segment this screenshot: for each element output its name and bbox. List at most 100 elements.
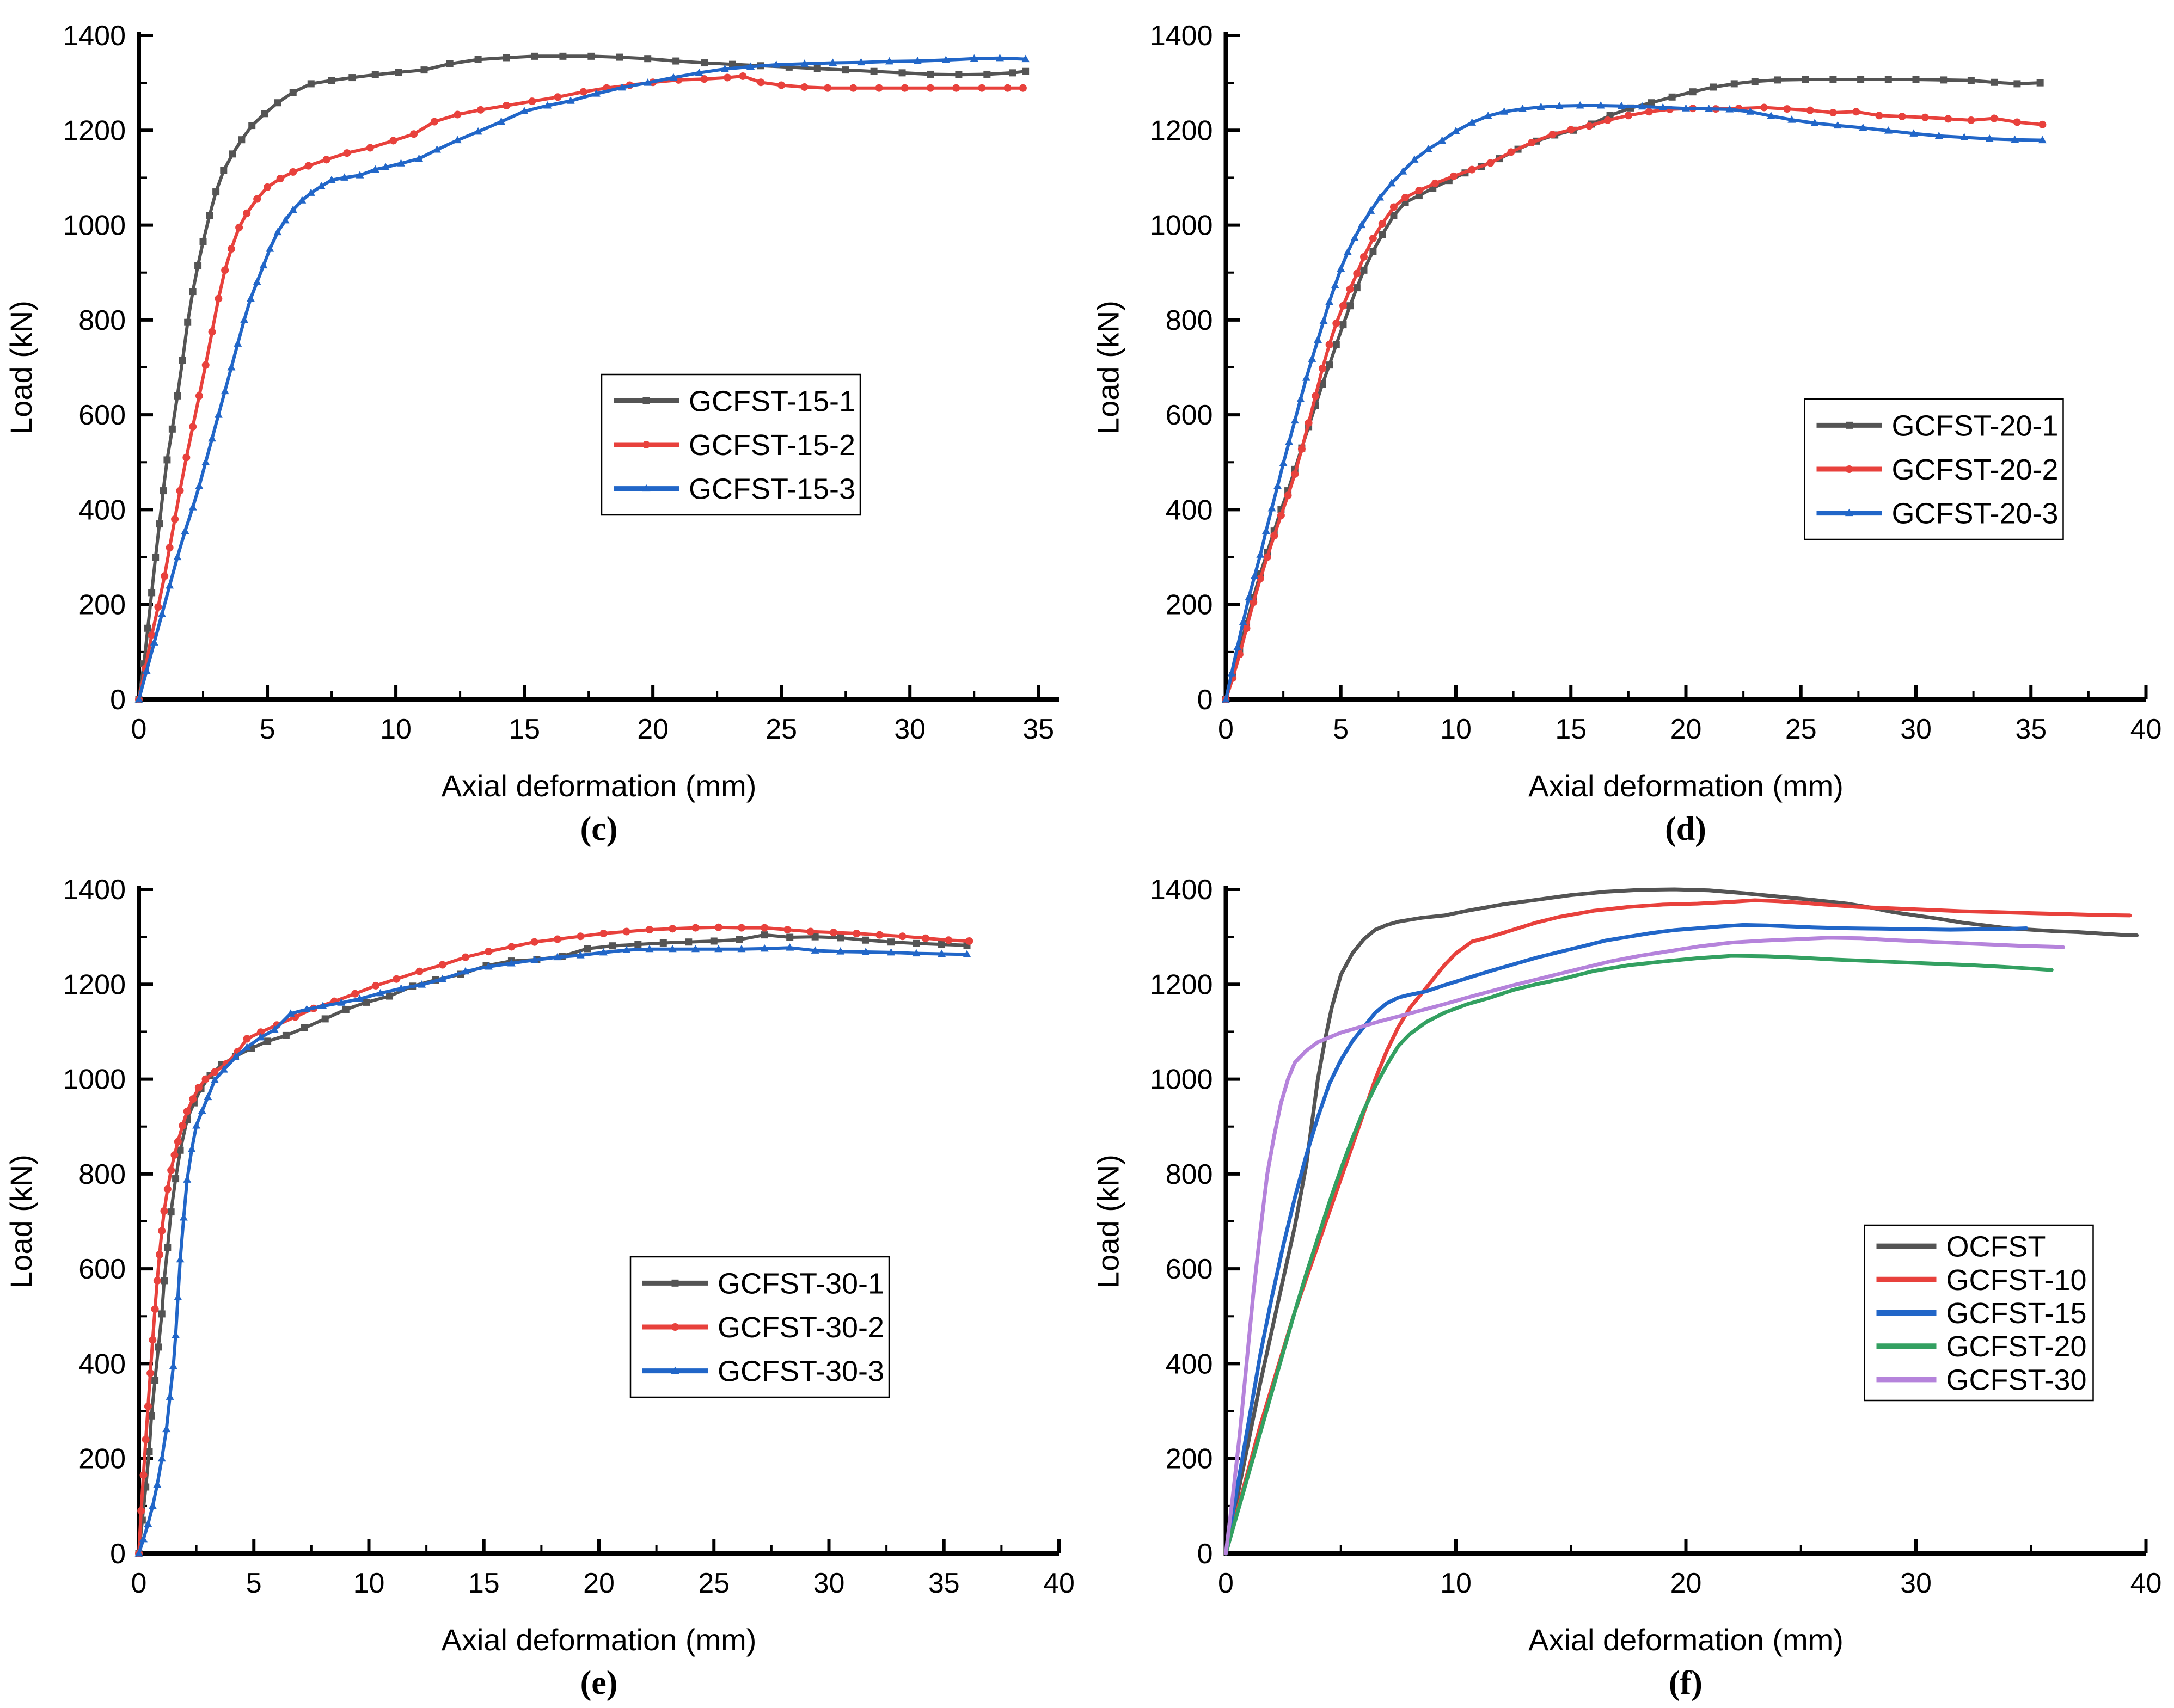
svg-text:400: 400	[1166, 494, 1213, 526]
svg-text:0: 0	[1218, 1568, 1234, 1599]
svg-text:600: 600	[78, 1254, 126, 1285]
panel-caption-d: (d)	[1665, 810, 1706, 847]
svg-text:20: 20	[1670, 714, 1702, 745]
svg-text:1200: 1200	[63, 115, 126, 146]
svg-text:800: 800	[1166, 1159, 1213, 1190]
svg-text:400: 400	[1166, 1348, 1213, 1380]
svg-text:400: 400	[78, 494, 126, 526]
svg-text:800: 800	[78, 1159, 126, 1190]
svg-text:40: 40	[2130, 714, 2162, 745]
svg-text:40: 40	[2130, 1568, 2162, 1599]
svg-text:GCFST-20-1: GCFST-20-1	[1892, 409, 2059, 442]
svg-text:1000: 1000	[63, 210, 126, 242]
svg-text:1000: 1000	[63, 1064, 126, 1096]
panel-e: 0 5 10 15 20 25 30 35 40 0 200 400 600 800 1000 1200 140…	[0, 854, 1087, 1708]
svg-text:5: 5	[246, 1568, 262, 1599]
series-GCFST-30	[1224, 936, 2065, 1556]
svg-text:1200: 1200	[1150, 969, 1213, 1000]
svg-text:5: 5	[1333, 714, 1349, 745]
svg-text:20: 20	[583, 1568, 615, 1599]
svg-text:800: 800	[1166, 305, 1213, 336]
legend: GCFST-30-1 GCFST-30-2 GCFST-30-3	[629, 1256, 890, 1398]
svg-text:GCFST-30-3: GCFST-30-3	[718, 1355, 884, 1388]
svg-text:600: 600	[1166, 1254, 1213, 1285]
svg-text:30: 30	[813, 1568, 845, 1599]
svg-text:GCFST-15-2: GCFST-15-2	[689, 429, 855, 462]
svg-text:1000: 1000	[1150, 1064, 1213, 1096]
svg-text:1400: 1400	[63, 20, 126, 52]
svg-text:Axial deformation (mm): Axial deformation (mm)	[1528, 769, 1844, 803]
svg-text:1400: 1400	[1150, 874, 1213, 906]
svg-text:GCFST-20: GCFST-20	[1946, 1330, 2087, 1363]
svg-text:30: 30	[1900, 1568, 1932, 1599]
panel-c: 0 5 10 15 20 25 30 35 0 200 400 600 800 1000 1200 1400 A…	[0, 0, 1087, 854]
svg-text:15: 15	[468, 1568, 500, 1599]
svg-text:0: 0	[131, 714, 147, 745]
svg-text:Load (kN): Load (kN)	[1091, 1154, 1125, 1288]
svg-text:200: 200	[78, 1443, 126, 1475]
panel-f: 0 10 20 30 40 0 200 400 600 800 1000 1200 1400 Axial …	[1087, 854, 2174, 1708]
svg-text:800: 800	[78, 305, 126, 336]
svg-text:600: 600	[1166, 400, 1213, 431]
svg-text:0: 0	[1197, 684, 1213, 716]
svg-text:GCFST-30-1: GCFST-30-1	[718, 1267, 884, 1300]
panel-caption-c: (c)	[580, 810, 618, 847]
svg-text:0: 0	[110, 684, 126, 716]
svg-text:GCFST-10: GCFST-10	[1946, 1264, 2087, 1297]
panel-caption-e: (e)	[580, 1664, 618, 1701]
legend: GCFST-20-1 GCFST-20-2 GCFST-20-3	[1804, 398, 2064, 540]
svg-text:GCFST-15: GCFST-15	[1946, 1297, 2087, 1330]
svg-text:15: 15	[1555, 714, 1587, 745]
svg-text:10: 10	[380, 714, 412, 745]
svg-text:Load (kN): Load (kN)	[4, 300, 38, 434]
svg-text:1400: 1400	[63, 874, 126, 906]
svg-text:35: 35	[2015, 714, 2047, 745]
svg-text:1200: 1200	[63, 969, 126, 1000]
svg-text:5: 5	[260, 714, 275, 745]
svg-text:10: 10	[353, 1568, 385, 1599]
series-GCFST-15-2	[137, 74, 1025, 701]
svg-text:1200: 1200	[1150, 115, 1213, 146]
series-GCFST-30-2	[137, 925, 971, 1555]
series-GCFST-20	[1224, 954, 2054, 1556]
svg-text:30: 30	[894, 714, 926, 745]
svg-text:25: 25	[698, 1568, 730, 1599]
svg-text:Load (kN): Load (kN)	[4, 1154, 38, 1288]
series-GCFST-15	[1224, 923, 2029, 1556]
chart-panel-c: 0 5 10 15 20 25 30 35 0 200 400 600 800 1000 1200 1400 A…	[4, 20, 1059, 803]
svg-text:Load (kN): Load (kN)	[1091, 300, 1125, 434]
series-GCFST-15-3	[137, 56, 1027, 701]
svg-text:0: 0	[131, 1568, 147, 1599]
svg-text:40: 40	[1043, 1568, 1075, 1599]
svg-text:200: 200	[1166, 589, 1213, 621]
series-GCFST-20-1	[1224, 78, 2042, 701]
svg-text:GCFST-15-1: GCFST-15-1	[689, 385, 855, 417]
svg-text:1400: 1400	[1150, 20, 1213, 52]
svg-text:200: 200	[1166, 1443, 1213, 1475]
svg-text:25: 25	[766, 714, 797, 745]
svg-text:OCFST: OCFST	[1946, 1231, 2046, 1263]
series-GCFST-30-1	[137, 933, 969, 1555]
svg-text:600: 600	[78, 400, 126, 431]
svg-text:10: 10	[1440, 1568, 1472, 1599]
svg-text:Axial deformation (mm): Axial deformation (mm)	[442, 1623, 757, 1657]
chart-panel-f: 0 10 20 30 400200400600800100012001400Axial …	[1091, 874, 2162, 1657]
panel-caption-f: (f)	[1669, 1664, 1703, 1701]
svg-text:0: 0	[110, 1538, 126, 1570]
svg-text:30: 30	[1900, 714, 1932, 745]
chart-panel-e: 0 5 10 15 20 25 30 35 40020040060080010001200140…	[4, 874, 1075, 1657]
svg-text:0: 0	[1218, 714, 1234, 745]
svg-text:20: 20	[637, 714, 669, 745]
panel-d: 0 5 10 15 20 25 30 35 40 0 200 400 600 800 1000 1200 140…	[1087, 0, 2174, 854]
svg-text:35: 35	[1022, 714, 1054, 745]
series-OCFST	[1224, 887, 2139, 1556]
svg-text:Axial deformation (mm): Axial deformation (mm)	[1528, 1623, 1844, 1657]
legend: GCFST-15-1 GCFST-15-2 GCFST-15-3	[601, 373, 861, 516]
svg-text:Axial deformation (mm): Axial deformation (mm)	[442, 769, 757, 803]
svg-text:20: 20	[1670, 1568, 1702, 1599]
svg-text:400: 400	[78, 1348, 126, 1380]
svg-text:GCFST-30-2: GCFST-30-2	[718, 1311, 884, 1344]
svg-text:GCFST-20-2: GCFST-20-2	[1892, 453, 2059, 486]
